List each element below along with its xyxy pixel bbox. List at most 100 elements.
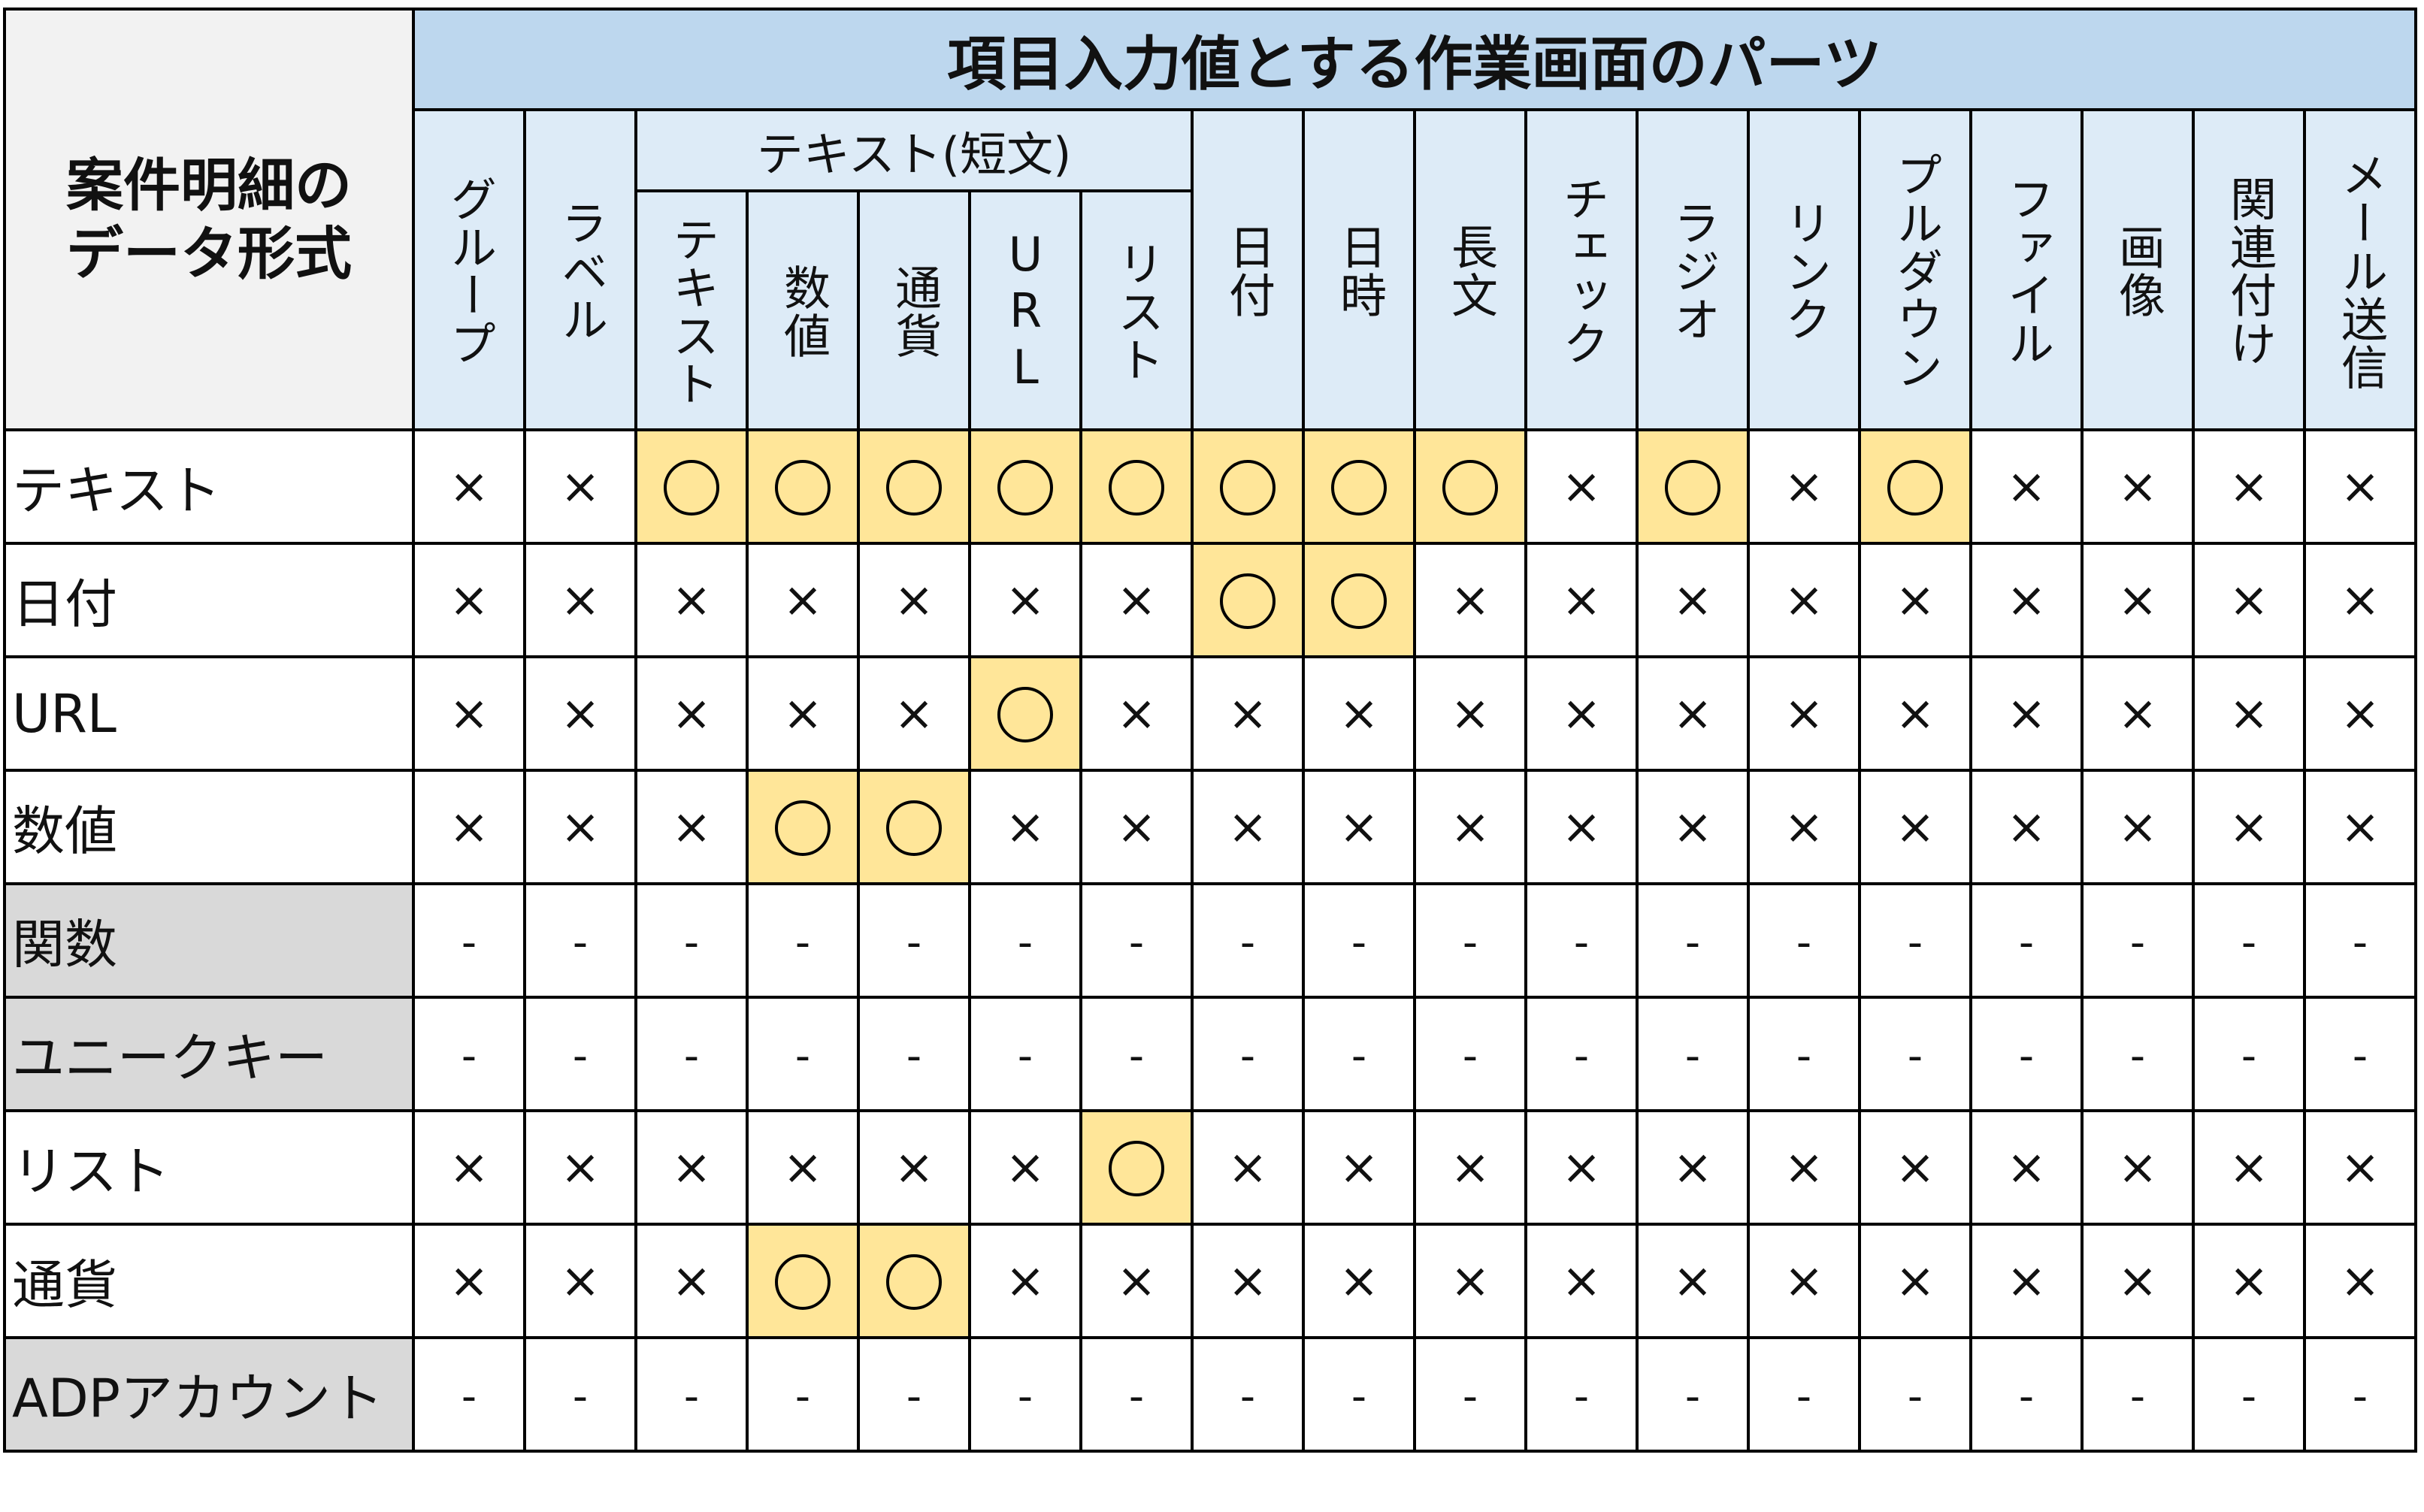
column-header: 日付 xyxy=(1191,108,1305,431)
row-label: ユニークキー xyxy=(3,996,415,1112)
matrix-cell xyxy=(857,1223,971,1339)
dash-mark: - xyxy=(2241,1031,2257,1081)
compatibility-matrix-table: 案件明細の データ形式 項目入力値とする作業画面のパーツ グループ ラベル テキスト… xyxy=(3,8,2417,1453)
cross-mark: × xyxy=(2229,572,2269,628)
matrix-cell: - xyxy=(2081,1336,2195,1453)
cross-mark: × xyxy=(449,799,489,855)
matrix-cell: × xyxy=(1969,655,2084,772)
cross-mark: × xyxy=(2340,1139,2380,1196)
matrix-cell: × xyxy=(2192,428,2306,545)
matrix-cell: × xyxy=(1524,542,1639,658)
dash-mark: - xyxy=(683,1031,700,1081)
dash-mark: - xyxy=(1351,1371,1367,1421)
cross-mark: × xyxy=(1339,685,1379,742)
dash-mark: - xyxy=(1128,1031,1145,1081)
matrix-cell: × xyxy=(1302,1109,1416,1226)
cross-mark: × xyxy=(1561,1253,1602,1309)
cross-mark: × xyxy=(1116,572,1157,628)
cross-mark: × xyxy=(449,685,489,742)
cross-mark: × xyxy=(1895,685,1935,742)
matrix-cell: × xyxy=(1191,1223,1305,1339)
dash-mark: - xyxy=(906,1031,922,1081)
row-label: 通貨 xyxy=(3,1223,415,1339)
circle-mark-icon xyxy=(886,460,942,516)
dash-mark: - xyxy=(572,1371,589,1421)
dash-mark: - xyxy=(1351,1031,1367,1081)
cross-mark: × xyxy=(2117,572,2158,628)
matrix-cell: × xyxy=(1079,542,1194,658)
cross-mark: × xyxy=(894,1139,934,1196)
column-header: 日時 xyxy=(1302,108,1416,431)
matrix-cell: × xyxy=(857,542,971,658)
matrix-cell: × xyxy=(2303,1109,2417,1226)
column-header-label: メール送信 xyxy=(2333,150,2388,392)
matrix-cell: × xyxy=(1636,655,1750,772)
matrix-cell: × xyxy=(1969,1223,2084,1339)
matrix-cell: - xyxy=(1191,996,1305,1112)
dash-mark: - xyxy=(2352,1031,2368,1081)
matrix-cell xyxy=(968,655,1082,772)
matrix-cell: × xyxy=(2081,542,2195,658)
matrix-cell: - xyxy=(1636,882,1750,999)
column-header: グループ xyxy=(412,108,526,431)
matrix-cell: - xyxy=(634,882,749,999)
matrix-cell: - xyxy=(1079,996,1194,1112)
cross-mark: × xyxy=(1561,1139,1602,1196)
matrix-cell: - xyxy=(523,882,637,999)
cross-mark: × xyxy=(2006,1139,2047,1196)
cross-mark: × xyxy=(449,1253,489,1309)
dash-mark: - xyxy=(2352,918,2368,967)
matrix-cell: × xyxy=(634,542,749,658)
cross-mark: × xyxy=(1561,799,1602,855)
matrix-cell xyxy=(1191,542,1305,658)
cross-mark: × xyxy=(1561,572,1602,628)
cross-mark: × xyxy=(2006,685,2047,742)
matrix-cell: - xyxy=(634,1336,749,1453)
cross-mark: × xyxy=(1005,799,1046,855)
cross-mark: × xyxy=(671,799,712,855)
column-header-label: テキスト xyxy=(664,215,719,408)
matrix-body: テキスト × × × × × × × × 日付 × × × × × × × × × × × × × × × × URL × × × × × × ×… xyxy=(3,428,2417,1453)
dash-mark: - xyxy=(1684,1371,1701,1421)
matrix-cell: × xyxy=(1969,769,2084,885)
table-row: 日付 × × × × × × × × × × × × × × × × xyxy=(3,542,2417,658)
cross-mark: × xyxy=(1116,799,1157,855)
cross-mark: × xyxy=(1784,799,1824,855)
cross-mark: × xyxy=(1227,1253,1268,1309)
column-header-label: ラベル xyxy=(553,198,608,343)
matrix-cell: - xyxy=(634,996,749,1112)
cross-mark: × xyxy=(671,1253,712,1309)
matrix-cell xyxy=(1636,428,1750,545)
cross-mark: × xyxy=(2340,1253,2380,1309)
matrix-cell: × xyxy=(1636,542,1750,658)
matrix-cell: × xyxy=(1858,769,1972,885)
circle-mark-icon xyxy=(1109,1141,1164,1197)
cross-mark: × xyxy=(2117,458,2158,515)
row-label: テキスト xyxy=(3,428,415,545)
matrix-cell: × xyxy=(1858,1223,1972,1339)
cross-mark: × xyxy=(1561,685,1602,742)
column-header: 数値 xyxy=(746,189,860,431)
matrix-cell: × xyxy=(746,1109,860,1226)
cross-mark: × xyxy=(1561,458,1602,515)
dash-mark: - xyxy=(1907,1031,1923,1081)
cross-mark: × xyxy=(1339,1139,1379,1196)
matrix-cell: - xyxy=(1191,1336,1305,1453)
matrix-cell: - xyxy=(1524,996,1639,1112)
matrix-cell: × xyxy=(1079,655,1194,772)
cross-mark: × xyxy=(449,572,489,628)
cross-mark: × xyxy=(2006,1253,2047,1309)
circle-mark-icon xyxy=(1220,573,1276,630)
matrix-cell: × xyxy=(1858,1109,1972,1226)
cross-mark: × xyxy=(1116,1253,1157,1309)
corner-label-line1: 案件明細の xyxy=(66,151,352,219)
matrix-cell: - xyxy=(2303,882,2417,999)
dash-mark: - xyxy=(794,1371,811,1421)
dash-mark: - xyxy=(906,918,922,967)
cross-mark: × xyxy=(560,799,601,855)
matrix-cell: × xyxy=(1747,428,1861,545)
dash-mark: - xyxy=(1351,918,1367,967)
matrix-cell: - xyxy=(1636,1336,1750,1453)
matrix-cell: × xyxy=(1858,655,1972,772)
column-header: チェック xyxy=(1524,108,1639,431)
